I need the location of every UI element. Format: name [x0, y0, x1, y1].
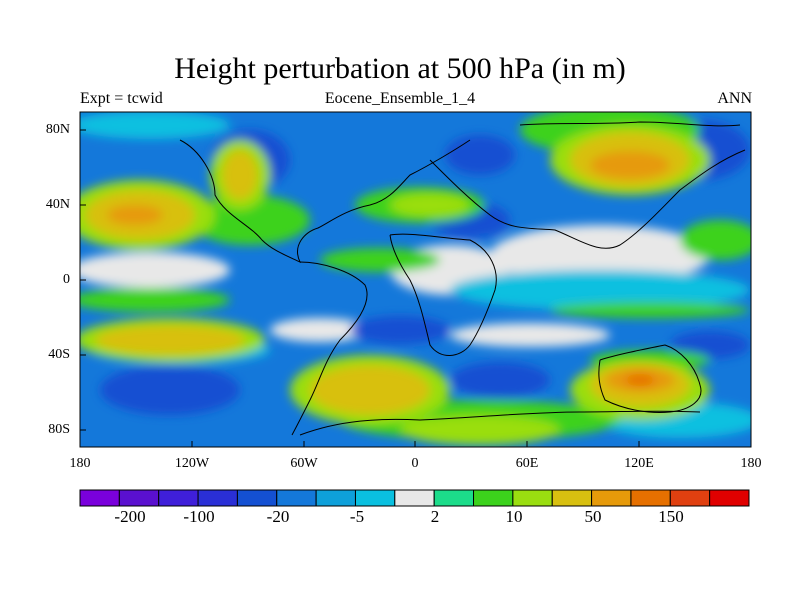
band-green: [190, 195, 310, 245]
high-orange: [625, 374, 655, 386]
low-blue: [445, 135, 515, 175]
high-orange: [590, 151, 670, 179]
colorbar-label: 10: [505, 507, 523, 526]
lon-tick-label: 0: [411, 456, 419, 471]
coast-antarctica: [299, 410, 701, 436]
band-green: [550, 302, 750, 318]
colorbar-label: 150: [658, 507, 684, 526]
lat-tick-label: 40S: [48, 347, 70, 362]
colorbar-label: 50: [584, 507, 602, 526]
colorbar-swatch: [709, 489, 750, 507]
colorbar-label: -100: [183, 507, 215, 526]
lon-tick-label: 60W: [290, 456, 318, 471]
low-blue: [350, 316, 450, 344]
colorbar-swatch: [315, 489, 356, 507]
coast-arctic: [519, 121, 741, 127]
lon-tick-label: 180: [740, 456, 762, 471]
band-green: [320, 248, 440, 272]
high-yellow: [310, 365, 430, 415]
lon-tick-label: 120W: [174, 456, 210, 471]
high-yellowgreen: [400, 415, 560, 445]
lat-tick-label: 40N: [45, 197, 70, 212]
colorbar-swatch: [433, 489, 475, 507]
colorbar-label: -20: [266, 507, 290, 526]
contour-field: [80, 112, 751, 447]
colorbar-swatch: [197, 489, 238, 507]
coast-australia: [598, 344, 702, 413]
colorbar-swatch: [630, 489, 671, 507]
colorbar-swatch: [394, 489, 435, 507]
colorbar-swatch: [276, 489, 317, 507]
colorbar-swatch: [512, 489, 553, 507]
colorbar-swatch: [236, 489, 278, 507]
colorbar-swatch: [118, 489, 160, 507]
axis-ticks: [79, 129, 752, 447]
coastlines: [179, 121, 746, 436]
low-blue: [450, 362, 550, 398]
band-cyan: [450, 270, 750, 310]
colorbar: [79, 489, 750, 507]
low-blue: [670, 331, 750, 359]
high-yellow: [222, 150, 258, 200]
colorbar-swatch: [79, 489, 120, 507]
experiment-label: Expt = tcwid: [80, 90, 163, 107]
map-title: Height perturbation at 500 hPa (in m): [174, 52, 626, 85]
colorbar-label: -200: [114, 507, 146, 526]
ensemble-label: Eocene_Ensemble_1_4: [324, 90, 476, 107]
band-cyan: [80, 112, 230, 139]
band-green: [680, 220, 751, 260]
high-yellowgreen: [390, 193, 470, 217]
coast-south-america: [291, 261, 368, 436]
lat-tick-label: 80S: [48, 422, 70, 437]
band-neutral: [450, 323, 610, 347]
high-yellow: [95, 325, 245, 355]
lat-tick-label: 0: [63, 272, 70, 287]
colorbar-swatch: [591, 489, 632, 507]
colorbar-swatch: [473, 489, 514, 507]
colorbar-swatch: [551, 489, 593, 507]
band-green: [80, 288, 230, 312]
coast-north-america: [179, 139, 471, 264]
low-blue: [100, 365, 240, 415]
colorbar-label: -5: [349, 507, 365, 526]
colorbar-swatch: [158, 489, 199, 507]
coast-africa: [389, 233, 497, 356]
band-neutral: [270, 318, 370, 342]
lat-tick-label: 80N: [45, 122, 70, 137]
lon-tick-label: 180: [69, 456, 91, 471]
lon-tick-label: 120E: [624, 456, 654, 471]
colorbar-swatch: [669, 489, 711, 507]
high-orange: [107, 205, 163, 225]
band-neutral: [490, 225, 710, 285]
season-label: ANN: [717, 90, 752, 107]
band-neutral: [80, 252, 230, 288]
coast-eurasia: [429, 149, 746, 249]
colorbar-swatch: [354, 489, 396, 507]
colorbar-label: 2: [430, 507, 440, 526]
lon-tick-label: 60E: [515, 456, 539, 471]
